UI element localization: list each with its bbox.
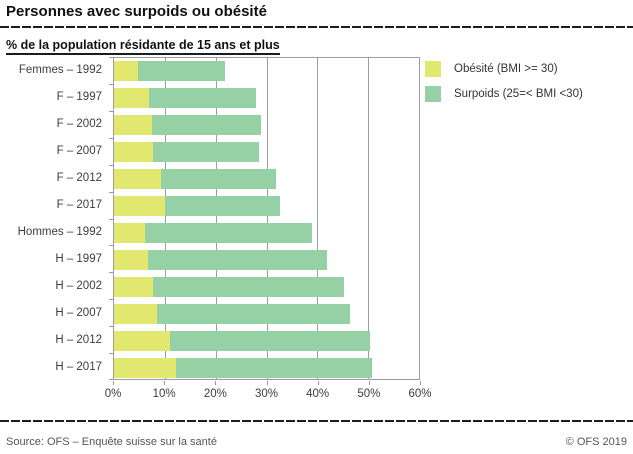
- category-label: Hommes – 1992: [17, 225, 102, 238]
- x-axis-tick: [368, 381, 370, 385]
- category-label: H – 1997: [55, 252, 102, 265]
- gridline-20: [215, 58, 217, 379]
- bar-row: [114, 196, 419, 217]
- x-tick-label: 0%: [104, 388, 122, 400]
- legend-label-overweight: Surpoids (25=< BMI <30): [454, 88, 583, 100]
- bar-segment-overweight: [137, 61, 225, 82]
- bar-segment-obesity: [114, 357, 176, 378]
- bar-segment-obesity: [114, 61, 138, 82]
- x-tick-label: 30%: [254, 388, 279, 400]
- y-axis-tick: [109, 164, 113, 166]
- x-tick-label: 10%: [152, 388, 176, 400]
- source-text: Source: OFS – Enquête suisse sur la sant…: [6, 436, 217, 448]
- category-label: F – 2007: [56, 145, 102, 158]
- bar-segment-overweight: [153, 142, 260, 163]
- legend-label-obesity: Obésité (BMI >= 30): [454, 63, 558, 75]
- bar-segment-overweight: [152, 276, 345, 297]
- category-axis: Femmes – 1992 F – 1997 F – 2002 F – 2007 F –…: [0, 57, 107, 380]
- x-tick-label: 20%: [203, 388, 227, 400]
- category-label: Femmes – 1992: [18, 64, 102, 77]
- bar-row: [114, 142, 419, 163]
- y-axis-tick: [109, 57, 113, 58]
- bar-segment-obesity: [114, 276, 153, 297]
- y-axis-tick: [109, 326, 113, 328]
- bar-segment-overweight: [169, 330, 370, 351]
- bar-segment-obesity: [114, 222, 145, 243]
- x-axis-tick: [113, 381, 114, 385]
- obesity-swatch-icon: [425, 61, 441, 77]
- category-label: F – 2002: [56, 118, 102, 131]
- x-axis-tick: [215, 381, 217, 385]
- bar-segment-overweight: [149, 88, 257, 109]
- gridline-30: [266, 58, 268, 379]
- gridline-50: [368, 58, 370, 379]
- legend-item-obesity: Obésité (BMI >= 30): [425, 61, 583, 77]
- bar-segment-overweight: [160, 169, 277, 190]
- category-label: F – 2012: [56, 172, 102, 185]
- x-tick-label: 60%: [408, 388, 432, 400]
- legend: Obésité (BMI >= 30) Surpoids (25=< BMI <…: [425, 61, 583, 111]
- y-axis-tick: [109, 379, 113, 380]
- legend-item-overweight: Surpoids (25=< BMI <30): [425, 86, 583, 102]
- bar-row: [114, 249, 419, 270]
- category-label: H – 2012: [55, 333, 102, 346]
- bar-segment-obesity: [114, 169, 161, 190]
- y-axis-tick: [109, 272, 113, 274]
- bar-row: [114, 115, 419, 136]
- x-axis-tick: [420, 381, 421, 385]
- y-axis-tick: [109, 245, 113, 247]
- bar-segment-overweight: [144, 222, 313, 243]
- bar-row: [114, 88, 419, 109]
- bar-segment-obesity: [114, 115, 152, 136]
- y-axis-tick: [109, 137, 113, 139]
- y-axis-tick: [109, 353, 113, 355]
- bar-segment-overweight: [164, 196, 281, 217]
- bar-segment-obesity: [114, 196, 165, 217]
- bar-segment-overweight: [147, 249, 328, 270]
- copyright-text: © OFS 2019: [565, 436, 627, 448]
- bar-segment-obesity: [114, 249, 148, 270]
- plot-area: [113, 57, 420, 380]
- bar-row: [114, 357, 419, 378]
- bar-segment-obesity: [114, 142, 154, 163]
- x-axis-tick: [317, 381, 319, 385]
- category-label: H – 2017: [55, 360, 102, 373]
- bar-segment-obesity: [114, 330, 170, 351]
- y-axis-tick: [109, 191, 113, 193]
- bar-row: [114, 330, 419, 351]
- gridline-10: [164, 58, 166, 379]
- overweight-swatch-icon: [425, 86, 441, 102]
- gridline-40: [317, 58, 319, 379]
- y-axis-tick: [109, 110, 113, 112]
- x-axis: 0% 10% 20% 30% 40% 50% 60%: [105, 381, 432, 405]
- category-label: H – 2007: [55, 306, 102, 319]
- bar-row: [114, 61, 419, 82]
- x-tick-label: 50%: [357, 388, 381, 400]
- x-axis-tick: [164, 381, 166, 385]
- y-axis-tick: [109, 299, 113, 301]
- footer-divider: [0, 420, 633, 422]
- y-axis-tick: [109, 218, 113, 220]
- x-tick-label: 40%: [306, 388, 330, 400]
- category-label: F – 2017: [56, 199, 102, 212]
- bar-segment-overweight: [175, 357, 373, 378]
- title-divider: [0, 26, 633, 28]
- bar-segment-obesity: [114, 88, 150, 109]
- bar-segment-overweight: [156, 303, 351, 324]
- chart-subtitle: % de la population résidante de 15 ans e…: [6, 38, 280, 55]
- bar-segment-overweight: [151, 115, 261, 136]
- category-label: H – 2002: [55, 279, 102, 292]
- bar-row: [114, 276, 419, 297]
- bar-row: [114, 169, 419, 190]
- category-label: F – 1997: [56, 91, 102, 104]
- y-axis-tick: [109, 83, 113, 85]
- page-title: Personnes avec surpoids ou obésité: [6, 3, 267, 20]
- bar-row: [114, 303, 419, 324]
- bar-segment-obesity: [114, 303, 157, 324]
- bar-row: [114, 222, 419, 243]
- x-axis-tick: [266, 381, 268, 385]
